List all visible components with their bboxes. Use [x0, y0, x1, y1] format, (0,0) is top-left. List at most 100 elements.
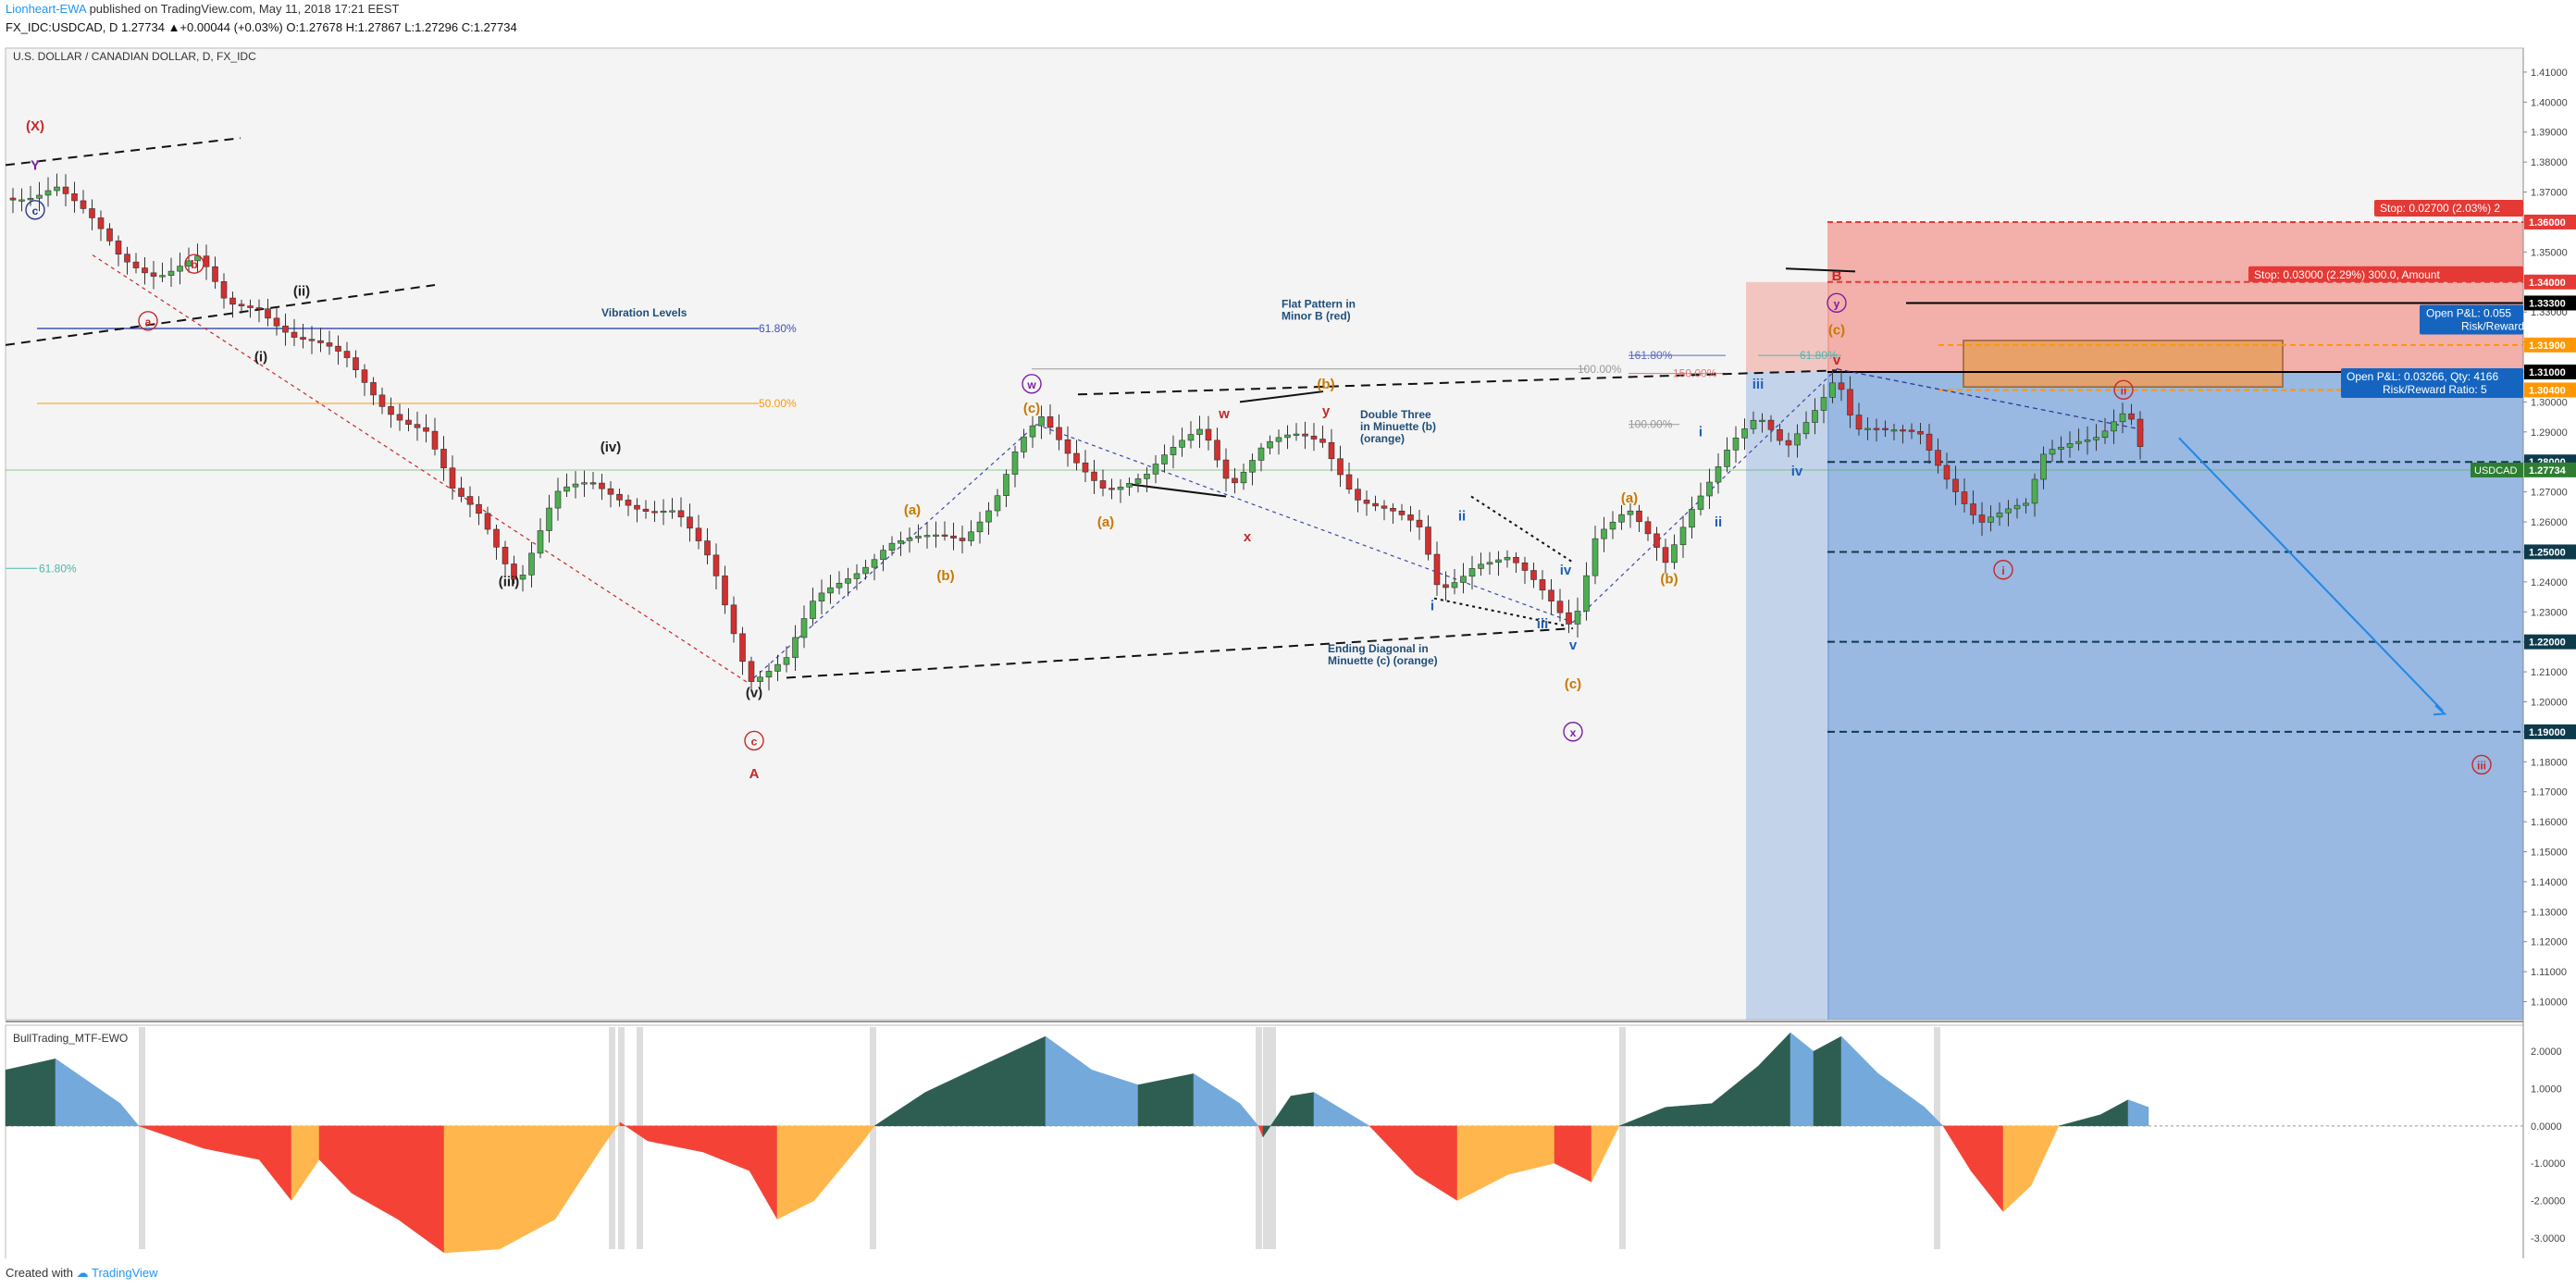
price-tag-label: 1.34000	[2529, 278, 2566, 289]
candle-body	[335, 345, 341, 352]
wave-label: ii	[2121, 384, 2127, 397]
candle-body	[1530, 570, 1537, 580]
wave-label: v	[1833, 353, 1841, 368]
tradingview-logo[interactable]: ☁ TradingView	[76, 1266, 158, 1280]
candle-body	[1205, 428, 1212, 441]
candle-body	[388, 406, 394, 415]
candle-body	[423, 427, 429, 432]
candle-body	[669, 510, 675, 513]
annotation: Ending Diagonal in	[1328, 642, 1429, 655]
wave-label: (ii)	[293, 283, 310, 299]
y-tick-label: 1.41000	[2531, 68, 2568, 79]
ewo-segment	[119, 1102, 140, 1127]
indicator-tick-label: 1.0000	[2531, 1084, 2562, 1096]
trend-line	[1470, 495, 1574, 564]
candle-body	[1108, 488, 1115, 490]
candle-body	[1152, 464, 1159, 475]
price-tag	[2524, 382, 2576, 398]
candle-body	[519, 575, 526, 580]
candle-body	[1433, 553, 1441, 586]
candle-body	[343, 351, 351, 358]
candle-body	[1337, 458, 1344, 476]
candle-body	[124, 254, 130, 263]
candle-body	[976, 521, 984, 533]
fib-label: 61.80%	[39, 562, 77, 575]
wave-line	[1572, 368, 1838, 624]
candle-body	[845, 578, 851, 584]
candle-body	[1697, 495, 1704, 510]
candle-body	[1583, 575, 1590, 612]
candle-body	[9, 197, 17, 201]
candle-body	[1170, 447, 1177, 455]
y-tick-label: 1.23000	[2531, 607, 2568, 618]
candle-body	[150, 272, 157, 277]
candle-body	[238, 303, 245, 306]
candle-body	[1812, 410, 1818, 423]
candle-body	[1363, 500, 1370, 504]
annotation: Minor B (red)	[1282, 309, 1351, 322]
candle-body	[476, 503, 482, 514]
candle-body	[1574, 611, 1581, 625]
ewo-segment	[1239, 1102, 1259, 1127]
wave-label: (b)	[936, 568, 954, 584]
candle-body	[2031, 478, 2038, 504]
wave-label: (v)	[746, 686, 762, 701]
candle-body	[1073, 452, 1080, 464]
candle-body	[1161, 454, 1168, 464]
chart-title: U.S. DOLLAR / CANADIAN DOLLAR, D, FX_IDC	[13, 50, 256, 63]
candle-body	[1222, 459, 1230, 479]
candle-body	[106, 228, 113, 242]
ewo-segment	[443, 1125, 501, 1254]
candle-body	[1724, 450, 1730, 467]
candle-body	[660, 510, 667, 514]
candle-body	[1064, 439, 1071, 454]
candle-body	[800, 618, 808, 638]
wave-label: c	[32, 204, 39, 217]
wave-label: ii	[1458, 508, 1466, 524]
candle-body	[1486, 562, 1493, 565]
wave-label: v	[1569, 638, 1578, 653]
candle-body	[2111, 421, 2117, 432]
candle-body	[687, 516, 693, 529]
candle-body	[704, 540, 711, 556]
wave-circle	[2113, 379, 2134, 401]
candle-body	[291, 331, 298, 338]
candle-body	[537, 530, 544, 554]
candle-body	[185, 260, 192, 266]
candle-body	[1504, 557, 1511, 561]
fib-label: 150.00%	[1673, 367, 1717, 380]
wave-label: y	[1322, 403, 1331, 419]
stop-label-1: Stop: 0.02700 (2.03%) 2	[2380, 202, 2500, 215]
wave-label: (b)	[1317, 377, 1334, 392]
y-tick-label: 1.21000	[2531, 667, 2568, 678]
indicator-title: BullTrading_MTF-EWO	[13, 1032, 128, 1045]
ewo-segment	[1290, 1092, 1315, 1127]
candle-body	[1556, 601, 1564, 613]
candle-body	[722, 576, 728, 606]
wave-circle	[744, 730, 764, 751]
candle-body	[229, 297, 236, 305]
publish-header: Lionheart-EWA published on TradingView.c…	[6, 2, 399, 16]
ewo-segment	[1665, 1103, 1713, 1127]
candle-body	[449, 467, 456, 489]
candle-body	[132, 261, 140, 268]
y-tick-label: 1.14000	[2531, 877, 2568, 888]
candle-body	[1302, 433, 1308, 437]
candle-body	[1847, 389, 1853, 415]
rr-label-1: Risk/Reward	[2461, 319, 2524, 332]
candle-body	[405, 419, 412, 425]
author-link[interactable]: Lionheart-EWA	[6, 2, 86, 16]
price-tag	[2524, 295, 2576, 311]
candle-body	[1328, 441, 1335, 460]
forecast-arrow	[2178, 437, 2444, 712]
y-tick-label: 1.37000	[2531, 188, 2568, 199]
candle-body	[1908, 429, 1915, 432]
candle-body	[1179, 440, 1185, 448]
candle-body	[203, 255, 210, 267]
y-tick-label: 1.30000	[2531, 397, 2568, 408]
candle-body	[1495, 559, 1502, 564]
wave-label: iv	[1791, 464, 1803, 479]
candle-body	[378, 394, 386, 407]
chart-area[interactable]: 1.41000 1.40000 1.39000 1.38000 1.37000 1.360…	[0, 37, 2576, 1258]
y-tick-label: 1.17000	[2531, 787, 2568, 799]
